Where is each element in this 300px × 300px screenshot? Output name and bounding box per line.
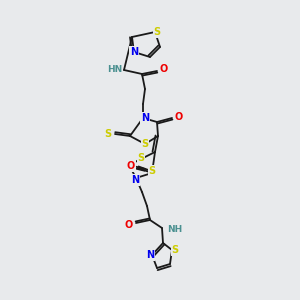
Text: S: S (104, 129, 112, 139)
Text: S: S (148, 166, 156, 176)
Text: N: N (146, 250, 154, 260)
Text: O: O (160, 64, 168, 74)
Text: S: S (141, 139, 148, 149)
Text: N: N (131, 175, 139, 185)
Text: N: N (141, 113, 149, 123)
Text: O: O (125, 220, 133, 230)
Text: S: S (153, 27, 161, 37)
Text: S: S (171, 245, 178, 255)
Text: O: O (127, 161, 135, 171)
Text: NH: NH (167, 226, 182, 235)
Text: O: O (175, 112, 183, 122)
Text: HN: HN (107, 65, 122, 74)
Text: N: N (130, 47, 138, 57)
Text: S: S (137, 153, 145, 163)
